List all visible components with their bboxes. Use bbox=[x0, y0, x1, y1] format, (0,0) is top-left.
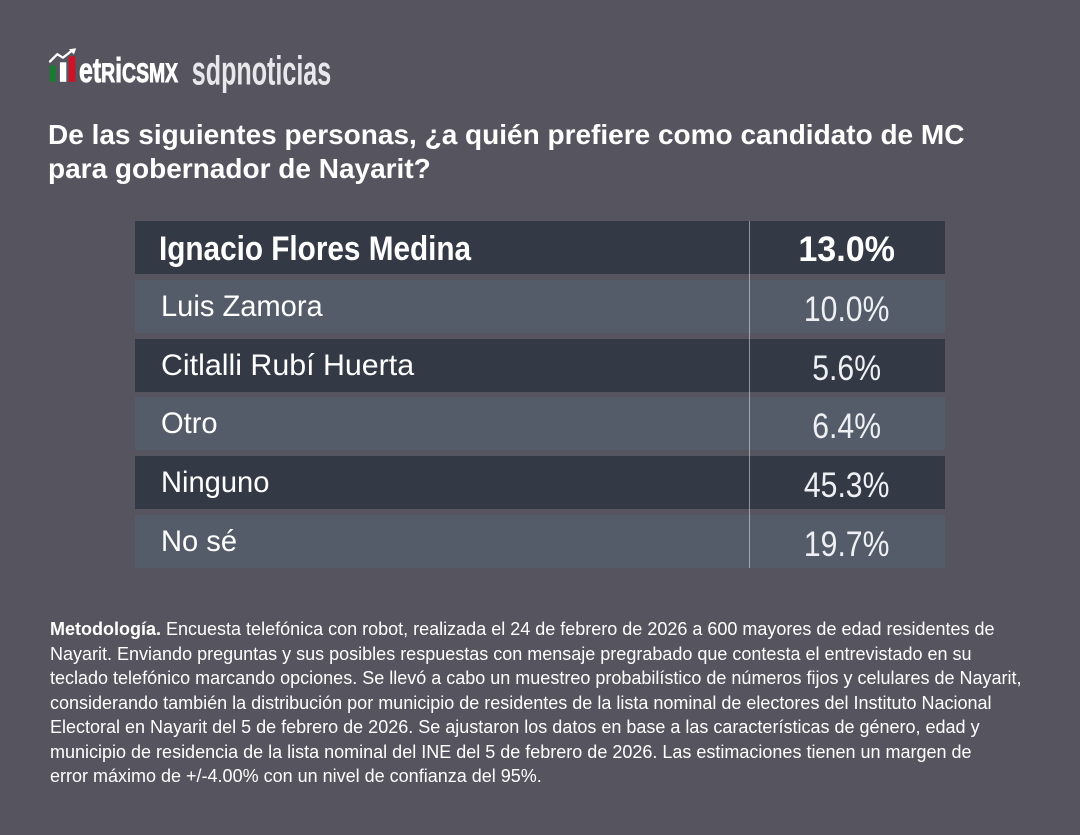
svg-text:etRiCSMX: etRiCSMX bbox=[79, 52, 179, 90]
svg-text:sdpnoticias: sdpnoticias bbox=[192, 47, 331, 93]
